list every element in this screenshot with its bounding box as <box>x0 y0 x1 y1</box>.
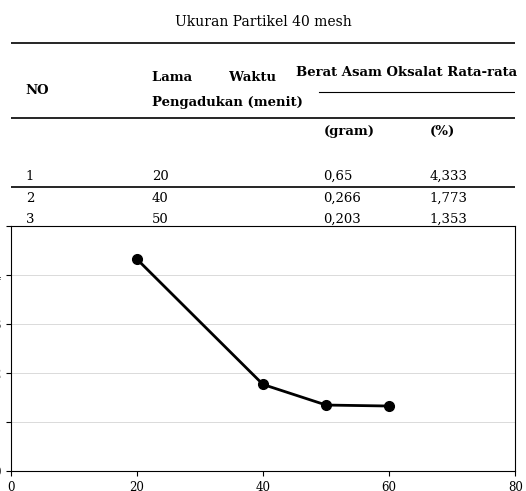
Text: 1,773: 1,773 <box>430 191 468 205</box>
Text: 40: 40 <box>152 191 169 205</box>
Text: 1,333: 1,333 <box>430 235 468 247</box>
Text: (gram): (gram) <box>323 125 375 138</box>
Text: Ukuran Partikel 40 mesh: Ukuran Partikel 40 mesh <box>175 15 351 29</box>
Text: 3: 3 <box>26 213 34 226</box>
Text: NO: NO <box>26 83 49 97</box>
Text: 0,266: 0,266 <box>323 191 361 205</box>
Text: (%): (%) <box>430 125 455 138</box>
Text: 4,333: 4,333 <box>430 170 468 183</box>
Text: 4: 4 <box>26 235 34 247</box>
Text: 1: 1 <box>26 170 34 183</box>
Text: 0,203: 0,203 <box>323 213 361 226</box>
Text: 0,65: 0,65 <box>323 170 353 183</box>
Text: Pengadukan (menit): Pengadukan (menit) <box>152 96 303 109</box>
Text: Lama        Waktu: Lama Waktu <box>152 71 276 84</box>
Text: 2: 2 <box>26 191 34 205</box>
Text: 1,353: 1,353 <box>430 213 468 226</box>
Text: 50: 50 <box>152 213 169 226</box>
Text: 20: 20 <box>152 170 169 183</box>
Text: 60: 60 <box>152 235 169 247</box>
Text: Berat Asam Oksalat Rata-rata: Berat Asam Oksalat Rata-rata <box>296 66 518 79</box>
Text: 0,2: 0,2 <box>323 235 345 247</box>
